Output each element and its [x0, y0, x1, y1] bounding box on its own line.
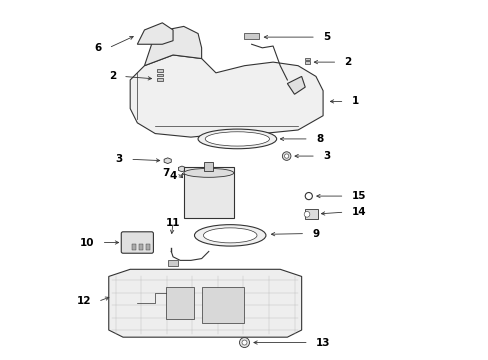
Ellipse shape: [194, 225, 265, 246]
Bar: [167, 260, 178, 266]
Bar: [157, 69, 163, 72]
Bar: [304, 62, 309, 64]
Text: 8: 8: [315, 134, 323, 144]
Bar: [132, 244, 135, 249]
Ellipse shape: [198, 129, 276, 149]
Text: 9: 9: [312, 229, 319, 239]
Circle shape: [304, 211, 309, 217]
PathPatch shape: [144, 26, 201, 66]
Bar: [201, 287, 244, 323]
Bar: [146, 244, 149, 249]
Text: 15: 15: [351, 191, 366, 201]
Bar: [183, 167, 233, 217]
Text: 4: 4: [169, 171, 176, 181]
Circle shape: [282, 152, 290, 160]
Polygon shape: [178, 166, 185, 172]
Text: 6: 6: [94, 43, 102, 53]
Bar: [204, 162, 213, 171]
Bar: [157, 73, 163, 76]
PathPatch shape: [108, 269, 301, 337]
Text: 14: 14: [351, 207, 366, 217]
Circle shape: [239, 338, 249, 347]
Text: 2: 2: [108, 71, 116, 81]
Text: 3: 3: [323, 151, 330, 161]
Text: 1: 1: [351, 96, 358, 107]
Text: 11: 11: [165, 218, 180, 228]
Bar: [139, 244, 142, 249]
Bar: [244, 33, 258, 39]
Circle shape: [305, 193, 312, 200]
Circle shape: [242, 340, 246, 345]
Ellipse shape: [203, 228, 257, 243]
Bar: [165, 287, 194, 319]
Text: 7: 7: [162, 168, 169, 178]
PathPatch shape: [137, 23, 173, 44]
Polygon shape: [287, 76, 305, 94]
Bar: [304, 58, 309, 60]
Text: 12: 12: [76, 296, 91, 306]
FancyBboxPatch shape: [121, 232, 153, 253]
Ellipse shape: [205, 132, 269, 146]
Text: 13: 13: [315, 338, 330, 347]
Bar: [157, 78, 163, 81]
Ellipse shape: [183, 168, 233, 177]
Text: 3: 3: [116, 154, 123, 164]
Text: 2: 2: [344, 57, 351, 67]
Text: 5: 5: [323, 32, 330, 42]
Text: 10: 10: [80, 238, 94, 248]
Polygon shape: [164, 158, 171, 163]
Bar: [305, 209, 317, 219]
PathPatch shape: [130, 55, 323, 137]
Circle shape: [284, 154, 288, 158]
